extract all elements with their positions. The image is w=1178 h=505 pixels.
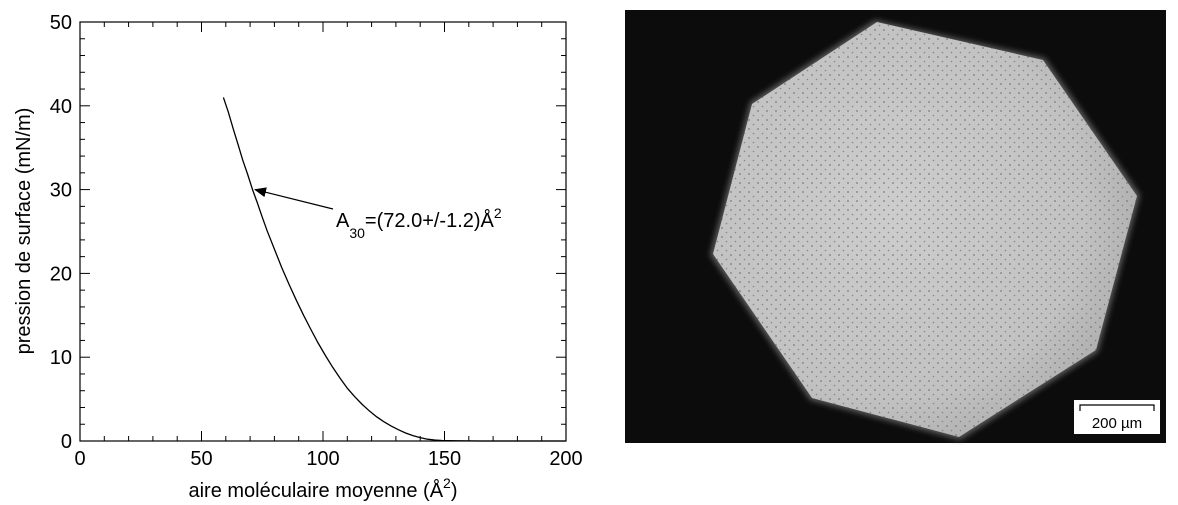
y-tick-label: 20 [50, 263, 72, 285]
annotation-label-superscript: 2 [494, 205, 502, 221]
annotation-label-rest: =(72.0+/-1.2)Å [365, 209, 495, 232]
micrograph-domain-dots [713, 22, 1137, 437]
annotation-arrow [254, 187, 334, 210]
x-tick-label: 50 [190, 448, 212, 470]
x-tick-label: 100 [306, 448, 339, 470]
x-axis-label-close: ) [451, 480, 458, 502]
annotation-label-main: A [336, 210, 350, 232]
axis-ticks [79, 21, 567, 442]
annotation-label: A30=(72.0+/-1.2)Å2 [336, 205, 502, 241]
scale-bar-line [1079, 404, 1155, 411]
annotation-label-subscript: 30 [349, 225, 365, 241]
micrograph-image: 200 µm [625, 10, 1166, 443]
y-tick-label: 50 [50, 12, 72, 34]
scale-bar-box [1074, 400, 1160, 434]
x-tick-label: 150 [428, 448, 461, 470]
x-axis-label: aire moléculaire moyenne (Å2) [188, 475, 457, 502]
x-axis-label-text: aire moléculaire moyenne (Å [188, 479, 443, 502]
x-tick-label: 0 [74, 448, 85, 470]
isotherm-curve [222, 97, 566, 442]
y-tick-label: 0 [61, 431, 72, 453]
y-axis-label: pression de surface (mN/m) [13, 108, 35, 355]
y-tick-label: 10 [50, 347, 72, 369]
y-tick-label: 30 [50, 180, 72, 202]
scale-bar-label: 200 µm [1092, 415, 1142, 432]
scale-bar: 200 µm [1074, 400, 1160, 434]
y-tick-label: 40 [50, 96, 72, 118]
axis-tick-labels: 0 50 100 150 200 0 10 20 30 40 50 [50, 12, 583, 470]
x-tick-label: 200 [549, 448, 582, 470]
x-axis-label-superscript: 2 [443, 475, 451, 491]
